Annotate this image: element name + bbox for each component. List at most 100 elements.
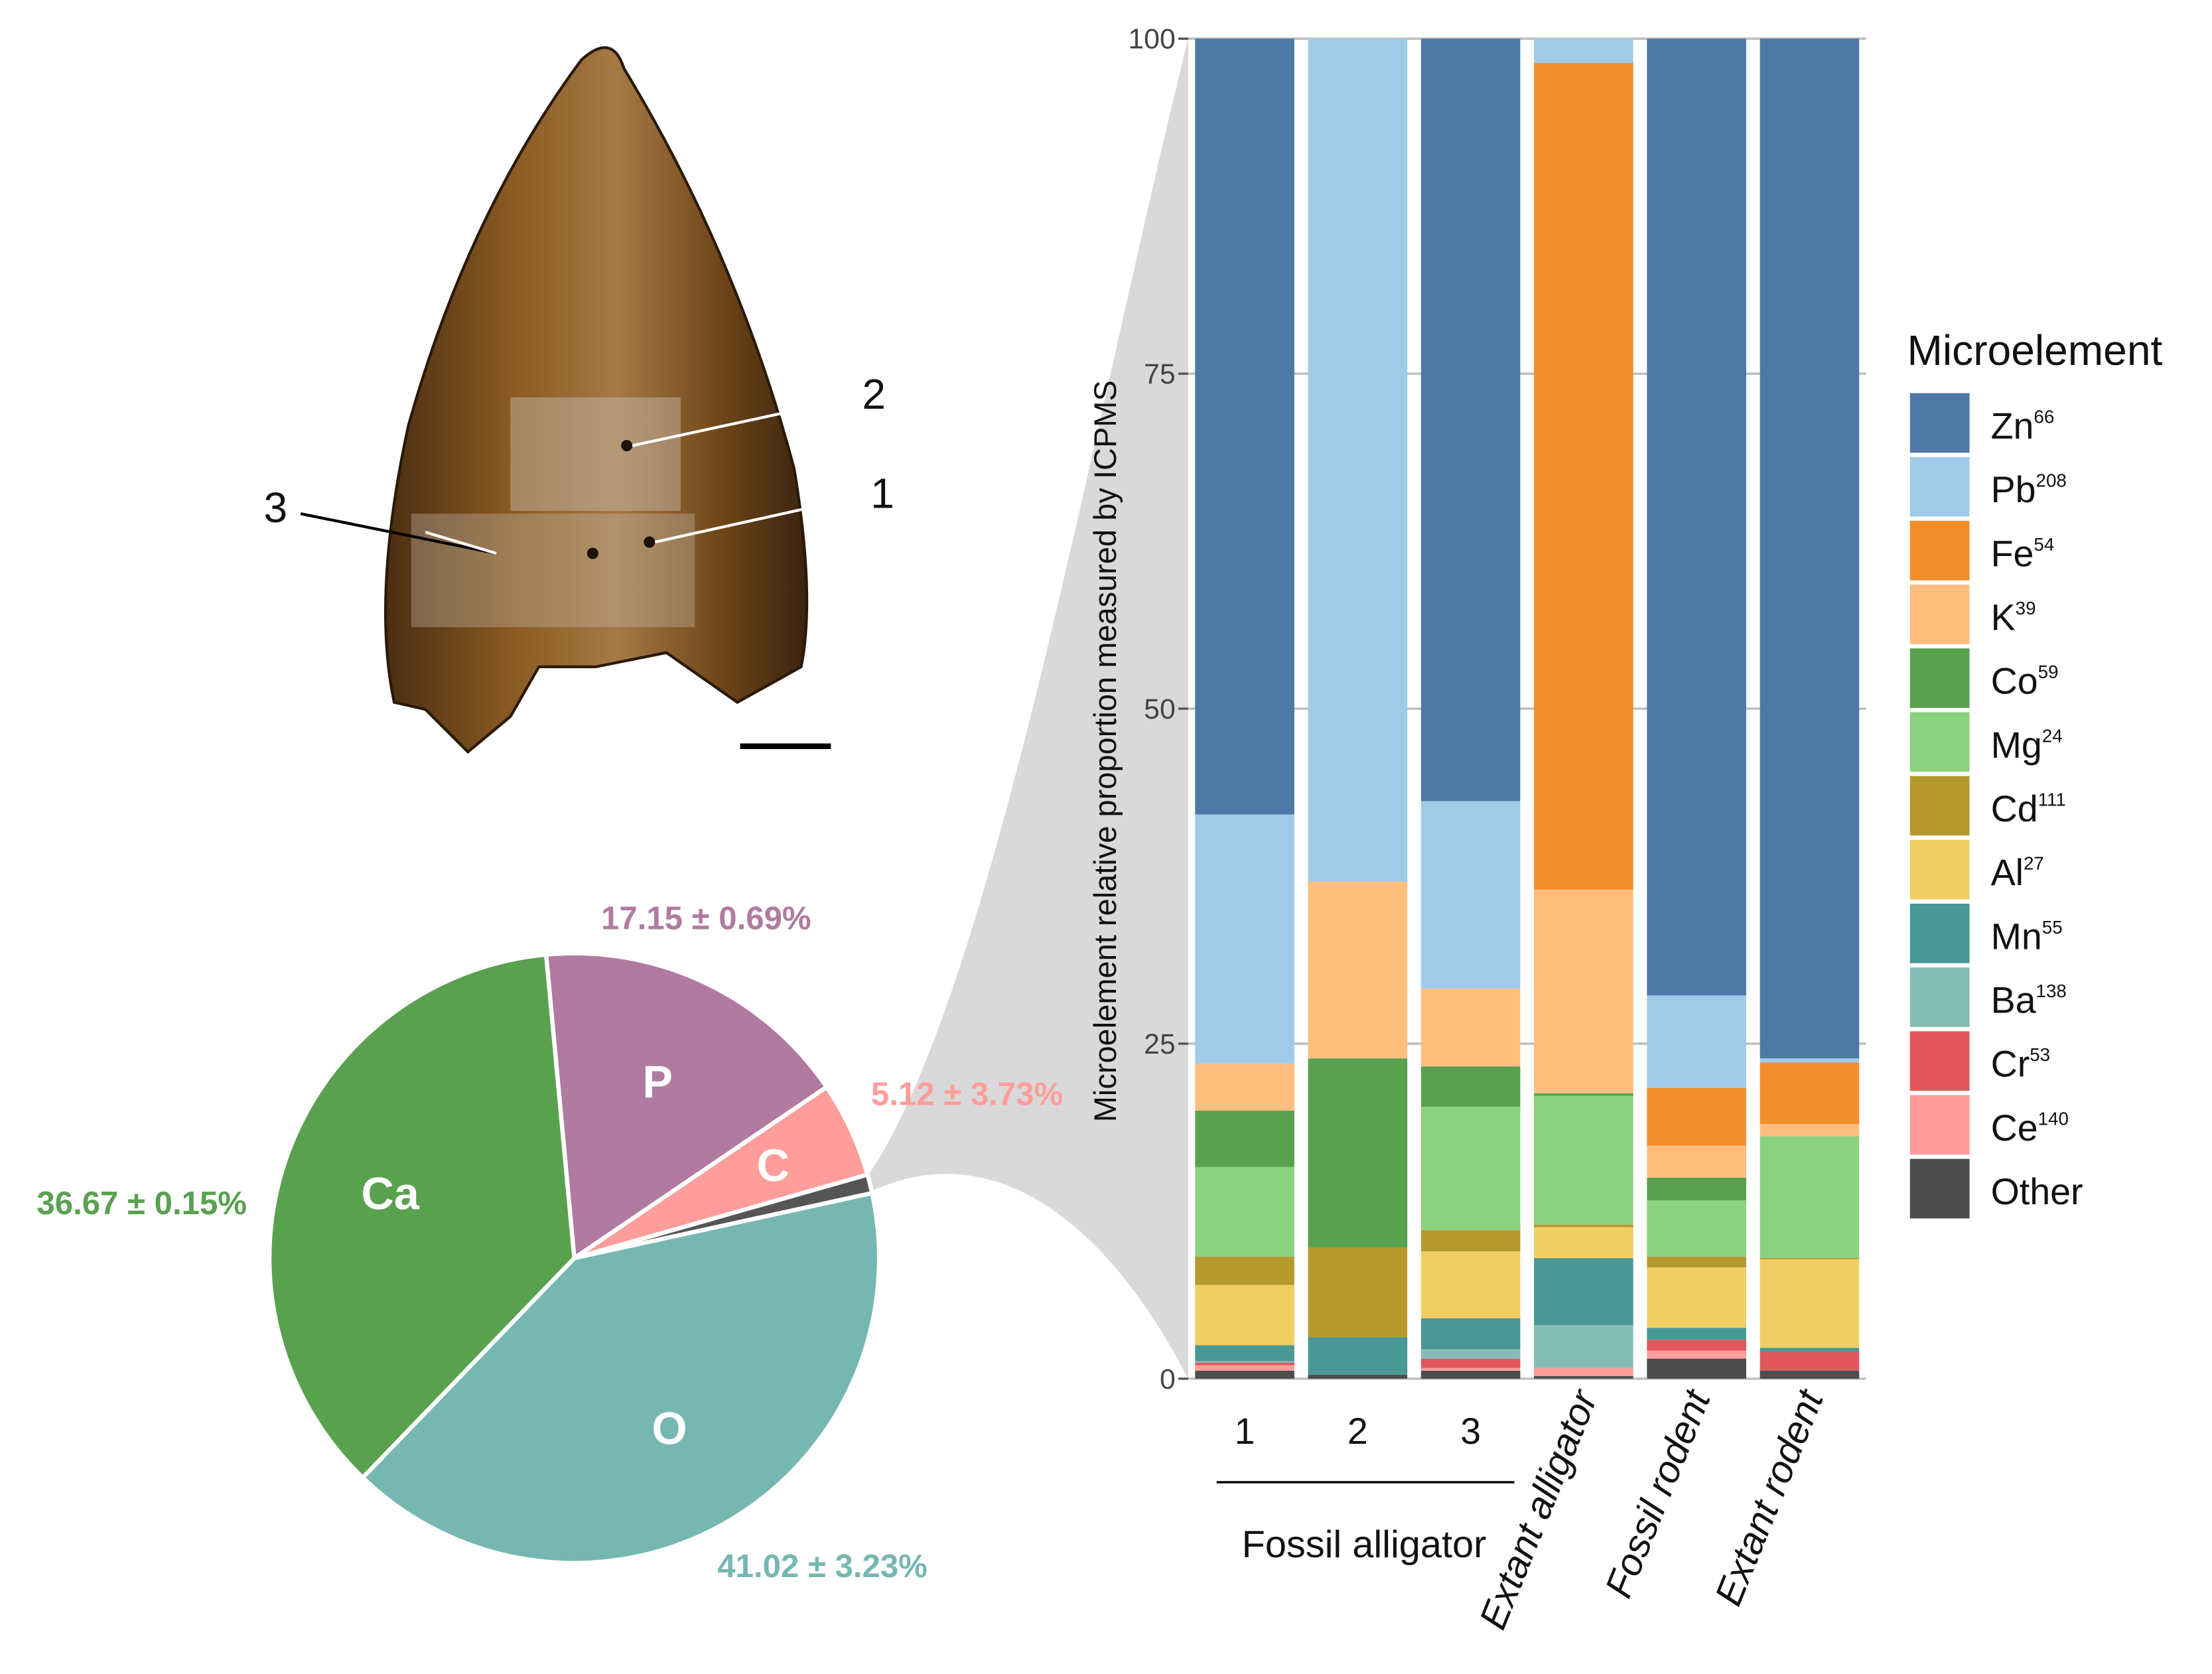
legend-key — [1909, 712, 1970, 772]
value-label: 17.15 ± 0.69% — [601, 900, 811, 936]
legend-key — [1909, 1031, 1970, 1091]
legend-key — [1909, 648, 1970, 709]
legend-label: Ce140 — [1991, 1107, 2069, 1149]
x-tick-label: 1 — [1235, 1411, 1255, 1452]
bar-segment — [1534, 1375, 1633, 1379]
bar-segment — [1534, 38, 1633, 63]
legend-name: Zn — [1991, 405, 2034, 447]
bar-segment — [1760, 1124, 1860, 1137]
value-label: 5.12 ± 3.73% — [871, 1076, 1063, 1112]
sample-label: 3 — [264, 484, 288, 531]
legend-label: Cr53 — [1991, 1044, 2051, 1085]
x-tick-label: Fossil rodent — [1598, 1383, 1720, 1604]
slice-label: Ca — [361, 1168, 419, 1219]
bar-segment — [1420, 1367, 1521, 1371]
bar-segment — [1195, 814, 1294, 1064]
bar-segment — [1308, 881, 1408, 1059]
bar-segment — [1195, 1166, 1294, 1257]
bar-segment — [1647, 1267, 1746, 1328]
bar-segment — [1195, 38, 1294, 815]
legend-mass: 208 — [2036, 470, 2067, 491]
legend-title: Microelement — [1907, 326, 2163, 374]
legend-mass: 138 — [2036, 981, 2067, 1001]
legend-name: Cr — [1991, 1044, 2030, 1085]
pie-slice — [360, 1190, 882, 1565]
bar-segment — [1195, 1064, 1294, 1111]
slice-label: O — [652, 1403, 687, 1454]
bar-segment — [1534, 1095, 1633, 1225]
legend-label: K39 — [1991, 596, 2036, 638]
legend-name: Other — [1991, 1171, 2083, 1212]
bar-segment — [1534, 1325, 1633, 1368]
legend-key — [1909, 585, 1970, 644]
legend-name: Fe — [1991, 533, 2034, 574]
y-tick-label: 25 — [1144, 1028, 1176, 1060]
bar-segment — [1760, 1058, 1860, 1063]
bar-segment — [1647, 1087, 1746, 1146]
legend-name: Al — [1991, 852, 2024, 893]
x-tick-label: Extant alligator — [1472, 1383, 1606, 1635]
legend-label: Fe54 — [1991, 533, 2055, 574]
bar-segment — [1760, 1136, 1860, 1259]
y-tick-label: 50 — [1144, 693, 1176, 725]
bar-segment — [1420, 1229, 1521, 1252]
y-tick-label: 75 — [1144, 358, 1176, 390]
legend-key — [1909, 839, 1970, 900]
legend-key — [1909, 903, 1970, 963]
legend-label: Ba138 — [1991, 980, 2067, 1021]
legend-name: Pb — [1991, 469, 2036, 510]
legend-key — [1909, 1158, 1970, 1219]
x-tick-label: Extant rodent — [1707, 1383, 1832, 1612]
pie-slice — [543, 951, 830, 1262]
bar-segment — [1420, 1349, 1521, 1359]
legend-mass: 54 — [2034, 534, 2054, 555]
legend-key — [1909, 456, 1970, 517]
bar-segment — [1420, 1318, 1521, 1350]
bar-segment — [1420, 1370, 1521, 1379]
value-label: 41.02 ± 3.23% — [717, 1549, 928, 1584]
legend-mass: 53 — [2030, 1044, 2050, 1065]
bar-segment — [1420, 1251, 1521, 1319]
bar-segment — [1308, 1337, 1408, 1375]
group-label: Fossil alligator — [1242, 1523, 1487, 1566]
legend-mass: 59 — [2038, 662, 2059, 682]
bar-segment — [1534, 1367, 1633, 1376]
bar-segment — [1647, 1328, 1746, 1340]
bar-segment — [1760, 1348, 1860, 1352]
sample-label: 2 — [862, 370, 886, 418]
legend-label: Al27 — [1991, 852, 2044, 893]
bar-segment — [1760, 38, 1860, 1059]
y-tick-label: 100 — [1128, 23, 1175, 55]
sample-label: 1 — [870, 470, 894, 518]
x-tick-label: 2 — [1348, 1411, 1368, 1452]
bar-segment — [1760, 1259, 1860, 1348]
legend-key — [1909, 967, 1970, 1027]
legend-label: Other — [1991, 1171, 2083, 1212]
bar-segment — [1308, 38, 1408, 882]
legend-mass: 39 — [2016, 598, 2036, 618]
bar-segment — [1420, 1106, 1521, 1230]
legend-label: Co59 — [1991, 661, 2059, 702]
bar-segment — [1534, 1224, 1633, 1227]
bar-segment — [1534, 1093, 1633, 1096]
pie-chart: P 17.15 ± 0.69% C 5.12 ± 3.73% O 41.02 ± 3.23… — [36, 900, 1063, 1584]
legend-mass: 140 — [2038, 1108, 2069, 1129]
connector — [867, 38, 1188, 1379]
legend-name: Ce — [1991, 1107, 2038, 1149]
legend-name: Mn — [1991, 916, 2042, 957]
legend-name: Mg — [1991, 725, 2042, 766]
bar-segment — [1647, 1358, 1746, 1379]
bar-segment — [1420, 1066, 1521, 1107]
bar-segment — [1195, 1345, 1294, 1361]
legend-name: Ba — [1991, 980, 2036, 1021]
bar-segment — [1534, 1258, 1633, 1326]
legend-label: Zn66 — [1991, 405, 2055, 447]
legend-key — [1909, 520, 1970, 581]
legend-mass: 55 — [2042, 917, 2063, 938]
bar-segment — [1647, 1257, 1746, 1268]
bar-segment — [1195, 1365, 1294, 1371]
bar-segment — [1195, 1370, 1294, 1379]
pie-slice — [267, 952, 577, 1481]
legend-mass: 27 — [2024, 853, 2044, 874]
